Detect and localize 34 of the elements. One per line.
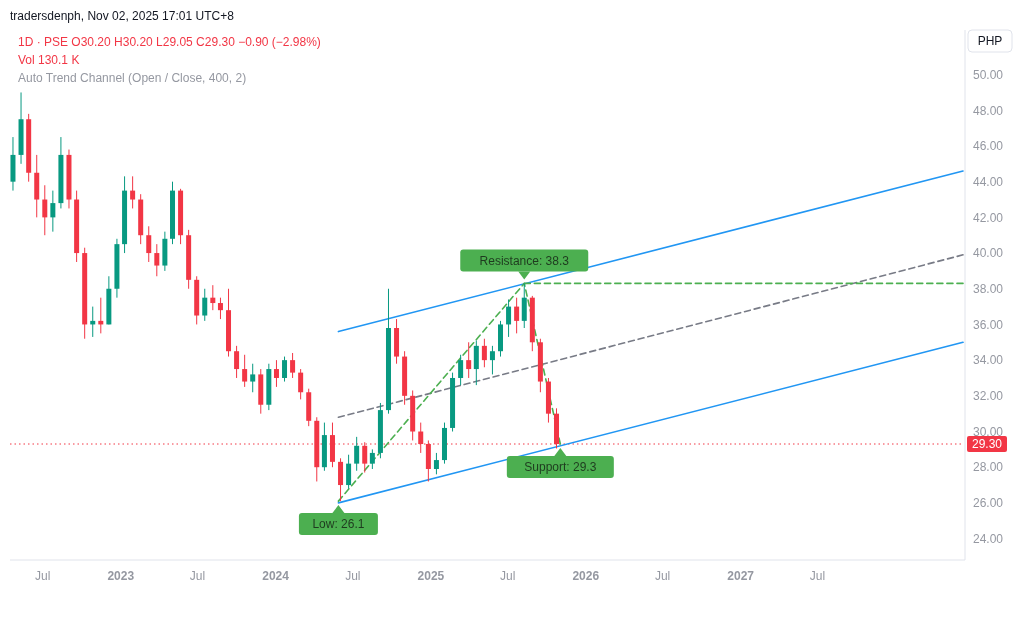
x-tick-label: Jul [35,569,51,583]
x-tick-label: 2025 [417,569,445,583]
y-axis-title: PHP [977,34,1003,49]
y-tick-label: 46.00 [973,139,1004,154]
x-tick-label: 2027 [727,569,755,583]
y-tick-label: 24.00 [973,531,1004,546]
x-tick-label: 2024 [262,569,290,583]
x-tick-label: Jul [345,569,361,583]
y-tick-label: 38.00 [973,281,1004,296]
text: tradersdenph, Nov 02, 2025 17:01 UTC+8 [10,9,235,23]
y-tick-label: 50.00 [973,67,1004,82]
x-tick-label: Jul [654,569,671,583]
x-tick-label: 2026 [572,569,600,583]
x-tick-label: Jul [189,569,206,583]
annotation: Auto Trend Channel (Open / Close, 400, 2) [18,71,247,85]
x-tick-label: Jul [809,569,826,583]
y-tick-label: 28.00 [973,460,1004,475]
x-tick-label: Jul [500,569,516,583]
y-tick-label: 48.00 [973,103,1004,118]
text: 1D · PSE O30.20 H30.20 L29.05 C29.30 −0.90 (−2.98%) [18,35,321,49]
y-tick-label: 40.00 [973,246,1004,261]
y-tick-label: 34.00 [973,353,1004,368]
y-tick-label: 26.00 [973,496,1004,511]
x-tick-label: 2023 [107,569,135,583]
text: Vol 130.1 K [18,53,80,67]
y-tick-label: 42.00 [973,210,1004,225]
ref-line-label: 29.30 [971,437,1003,452]
annotation: Low: 26.1 [312,517,365,532]
y-tick-label: 44.00 [973,174,1004,189]
annotation: Resistance: 38.3 [479,253,570,268]
annotation: Support: 29.3 [524,460,597,475]
y-tick-label: 32.00 [973,389,1004,404]
y-tick-label: 36.00 [973,317,1004,332]
y-tick-label: 30.00 [973,424,1004,439]
